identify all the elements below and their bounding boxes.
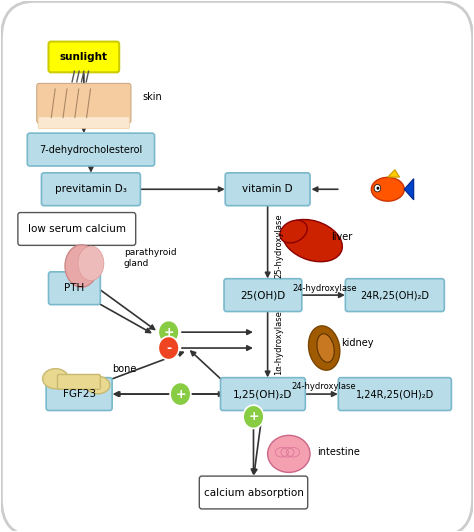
Text: 25-hydroxylase: 25-hydroxylase <box>274 213 283 278</box>
Ellipse shape <box>268 435 310 472</box>
Text: 1,25(OH)₂D: 1,25(OH)₂D <box>233 389 292 399</box>
Ellipse shape <box>317 334 334 362</box>
Ellipse shape <box>280 220 307 243</box>
FancyBboxPatch shape <box>220 378 305 411</box>
Text: +: + <box>164 326 174 339</box>
FancyBboxPatch shape <box>48 272 100 305</box>
FancyBboxPatch shape <box>224 279 302 312</box>
Text: 25(OH)D: 25(OH)D <box>240 290 285 300</box>
Text: liver: liver <box>331 232 353 242</box>
Text: 1,24R,25(OH)₂D: 1,24R,25(OH)₂D <box>356 389 434 399</box>
FancyBboxPatch shape <box>18 213 136 245</box>
FancyBboxPatch shape <box>41 173 140 206</box>
Text: bone: bone <box>112 364 137 374</box>
Text: calcium absorption: calcium absorption <box>203 487 303 497</box>
Circle shape <box>243 405 264 428</box>
FancyBboxPatch shape <box>36 84 131 123</box>
Text: 24R,25(OH)₂D: 24R,25(OH)₂D <box>360 290 429 300</box>
Text: 24-hydroxylase: 24-hydroxylase <box>292 284 357 293</box>
Text: skin: skin <box>143 92 163 102</box>
FancyBboxPatch shape <box>225 173 310 206</box>
Text: previtamin D₃: previtamin D₃ <box>55 184 127 194</box>
Ellipse shape <box>371 177 404 201</box>
Circle shape <box>158 336 179 360</box>
Ellipse shape <box>86 376 110 394</box>
FancyBboxPatch shape <box>38 117 129 128</box>
Polygon shape <box>388 170 400 177</box>
Text: intestine: intestine <box>317 447 360 458</box>
FancyBboxPatch shape <box>199 476 308 509</box>
Text: low serum calcium: low serum calcium <box>28 224 126 234</box>
Text: vitamin D: vitamin D <box>242 184 293 194</box>
FancyBboxPatch shape <box>338 378 451 411</box>
Circle shape <box>374 185 381 192</box>
Ellipse shape <box>65 245 98 287</box>
FancyBboxPatch shape <box>27 133 155 166</box>
Text: +: + <box>248 410 259 423</box>
Text: 7-dehydrocholesterol: 7-dehydrocholesterol <box>39 145 143 155</box>
Text: 1α-hydroxylase: 1α-hydroxylase <box>274 310 283 375</box>
Text: parathyroid
gland: parathyroid gland <box>124 248 176 268</box>
Polygon shape <box>404 179 414 200</box>
Ellipse shape <box>78 246 104 280</box>
Text: +: + <box>175 388 186 401</box>
Circle shape <box>158 320 179 344</box>
Text: sunlight: sunlight <box>60 52 108 62</box>
Text: kidney: kidney <box>341 338 373 348</box>
Circle shape <box>170 383 191 406</box>
Text: PTH: PTH <box>64 283 84 293</box>
FancyBboxPatch shape <box>346 279 444 312</box>
Ellipse shape <box>43 369 69 389</box>
FancyBboxPatch shape <box>57 375 100 389</box>
Text: FGF23: FGF23 <box>63 389 96 399</box>
Ellipse shape <box>309 326 340 370</box>
Text: 24-hydroxylase: 24-hydroxylase <box>291 382 356 391</box>
Ellipse shape <box>283 220 342 262</box>
FancyBboxPatch shape <box>46 378 112 411</box>
FancyBboxPatch shape <box>48 41 119 72</box>
Text: -: - <box>166 342 171 354</box>
Circle shape <box>376 187 379 190</box>
